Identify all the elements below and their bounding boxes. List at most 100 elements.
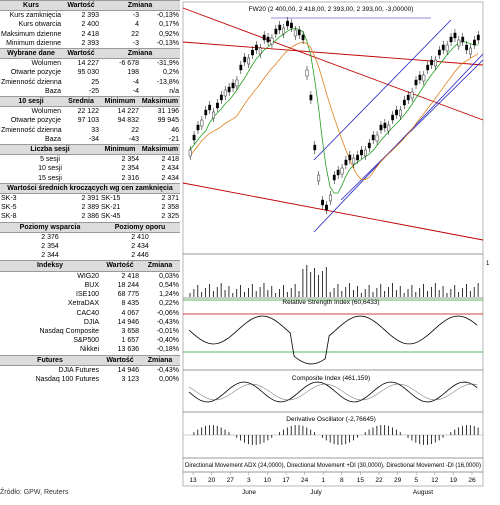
table-cell: -4 (132, 78, 139, 86)
header-cell: Maksimum (140, 144, 180, 156)
candle-body (375, 134, 379, 142)
header-cell: Zmiana (100, 48, 180, 60)
header-cell: Liczba sesji (0, 144, 101, 156)
table-row: XetraDAX 8 435 0,22% (0, 299, 180, 308)
candle-body (227, 86, 231, 93)
candle-body (258, 47, 262, 55)
candle-body (317, 174, 321, 182)
x-tick-label: 20 (208, 477, 216, 484)
table-cell: 2 354 (121, 165, 140, 173)
table-cell: 2 434 (161, 165, 180, 173)
table-row: S&P500 1 657 -0,40% (0, 336, 180, 345)
candle-body (430, 59, 433, 66)
table-cell: Otwarte pozycje (10, 117, 61, 125)
table-cell: 2 354 (41, 243, 59, 251)
ma-slow-line (189, 41, 479, 180)
table-cell: 2 446 (131, 252, 149, 260)
candle-body (465, 44, 469, 51)
candle-body (344, 159, 348, 166)
table-cell: SK-8 (1, 213, 17, 221)
table-cell: 0,03% (159, 272, 180, 280)
table-cell: XetraDAX (67, 300, 100, 308)
candle-body (434, 59, 437, 67)
candle-body (379, 124, 383, 131)
table-cell: BUX (84, 281, 100, 289)
candle-body (196, 124, 200, 131)
market-data-panel: Kurs Wartość Zmiana Kurs zamknięcia 2 393 -3-… (0, 0, 180, 500)
composite-signal (188, 383, 478, 401)
candle-body (453, 32, 457, 39)
table-cell: 2 393 (81, 39, 99, 47)
liczba-sesji-table: Liczba sesji Minimum Maksimum 5 sesji 2 354 2… (0, 144, 180, 183)
table-cell: 31 196 (157, 108, 179, 116)
table-cell: -0,18% (156, 346, 180, 354)
x-tick-label: 1 (321, 477, 325, 484)
table-cell: 5 sesji (40, 156, 60, 164)
table-row: Wolumen 14 227 -6 678 -31,9% (0, 59, 180, 69)
table-cell: 2 386 (81, 213, 99, 221)
ma-fast-line (189, 27, 479, 194)
composite-line (188, 381, 478, 403)
candle-body (290, 22, 293, 29)
table-cell: 15 sesji (38, 174, 62, 182)
candle-body (367, 142, 371, 149)
table-cell: Maksimum dzienne (1, 30, 62, 38)
wybrane-dane-table: Wybrane dane Wartość Zmiana Wolumen 14 227 -6… (0, 48, 180, 96)
candle-body (449, 36, 453, 43)
table-cell: Nasdaq Composite (39, 327, 100, 335)
candle-body (247, 57, 251, 65)
table-cell: -13,8% (156, 78, 180, 86)
table-cell: 94 832 (117, 117, 139, 125)
table-cell: 46 (171, 126, 179, 134)
table-header: Poziomy wsparcia Poziomy oporu (0, 221, 180, 233)
candle-body (410, 91, 414, 99)
table-row: 10 sesji 2 354 2 434 (0, 164, 180, 173)
derivative-label: Derivative Oscillator (-2,76645) (286, 416, 376, 423)
table-cell: SK-5 (1, 204, 17, 212)
candle-body (282, 27, 286, 35)
header-cell: Zmiana (140, 260, 180, 272)
table-cell: 2 434 (131, 243, 149, 251)
table-cell: n/a (169, 87, 180, 95)
header-cell: Wartość (62, 0, 100, 12)
x-tick-label: 3 (247, 477, 251, 484)
candle-body (437, 49, 441, 56)
candle-body (262, 34, 266, 41)
table-cell: 2 393 (81, 12, 99, 20)
month-june: June (242, 489, 256, 496)
candle-body (476, 34, 480, 41)
table-cell: -0,06% (156, 309, 180, 317)
candle-body (305, 69, 309, 77)
candle-body (188, 149, 192, 157)
candle-body (336, 169, 340, 176)
table-cell: 99 945 (157, 117, 179, 125)
table-cell: 2 410 (131, 233, 149, 241)
table-cell: 2 418 (121, 272, 140, 280)
candle-body (457, 39, 461, 47)
header-cell: Minimum (100, 96, 140, 108)
table-cell: 2 371 (161, 195, 180, 203)
table-header: Indeksy Wartość Zmiana (0, 260, 180, 272)
candle-body (422, 74, 426, 82)
table-cell: 14 946 (117, 318, 140, 326)
table-cell: Wolumen (31, 108, 61, 116)
table-cell: Baza (45, 87, 61, 95)
header-cell: Poziomy oporu (100, 221, 180, 233)
candle-body (204, 109, 208, 116)
table-cell: 0,00% (159, 375, 180, 383)
x-tick-label: 29 (394, 477, 402, 484)
poziomy-table: Poziomy wsparcia Poziomy oporu 2 376 2 410 2… (0, 221, 180, 261)
candle-body (352, 157, 356, 165)
resistance-line (182, 41, 484, 66)
header-cell: Indeksy (0, 260, 101, 272)
derivative-bars (193, 425, 479, 445)
table-row: Nasdaq Composite 3 658 -0,01% (0, 327, 180, 336)
candle-body (383, 122, 387, 129)
table-row: ISE100 68 775 1,24% (0, 290, 180, 299)
table-header: Futures Wartość Zmiana (0, 354, 180, 366)
candle-body (348, 154, 352, 161)
chart-panel: FW20 (2 400,00, 2 418,00, 2 393,00, 2 39… (181, 0, 500, 500)
table-cell: 2 354 (121, 156, 140, 164)
table-row: 5 sesji 2 354 2 418 (0, 155, 180, 165)
table-cell: 0,2% (163, 69, 180, 77)
